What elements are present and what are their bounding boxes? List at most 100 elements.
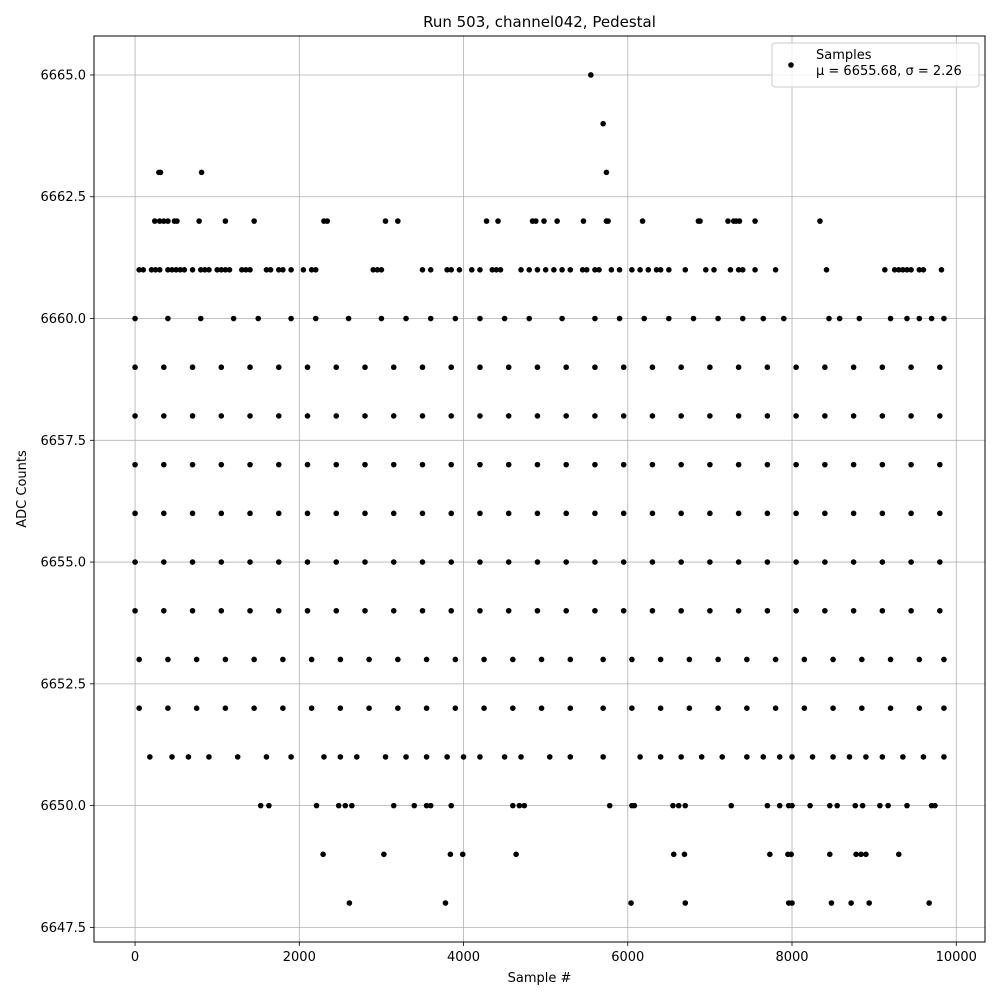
data-point (776, 754, 783, 760)
data-point (267, 267, 274, 273)
data-point (477, 754, 483, 760)
data-point (390, 510, 397, 517)
x-tick-label: 2000 (283, 950, 316, 965)
data-point (788, 851, 794, 858)
data-point (333, 364, 340, 371)
y-tick-label: 6647.5 (41, 921, 87, 936)
data-point (675, 802, 682, 809)
data-point (370, 267, 377, 273)
data-point (495, 218, 501, 224)
data-point (620, 510, 627, 517)
data-point (218, 559, 225, 565)
data-point (793, 364, 799, 371)
data-point (403, 754, 409, 760)
data-point (719, 754, 726, 760)
data-point (789, 802, 795, 809)
data-point (735, 559, 742, 565)
data-point (505, 413, 512, 419)
data-point (189, 461, 196, 468)
data-point (879, 413, 886, 419)
data-point (313, 802, 320, 809)
data-point (534, 413, 541, 419)
data-point (333, 607, 340, 614)
data-point (468, 267, 475, 273)
data-point (247, 559, 253, 565)
data-point (859, 802, 866, 809)
data-point (670, 802, 676, 809)
data-point (419, 413, 426, 419)
data-point (764, 559, 771, 565)
data-point (308, 267, 315, 273)
x-axis-ticks: 0 2000 4000 6000 8000 10000 (131, 942, 977, 965)
data-point (510, 802, 516, 809)
data-point (477, 364, 483, 371)
data-point (776, 802, 783, 809)
data-point (374, 267, 381, 273)
data-point (161, 413, 167, 419)
x-axis-label: Sample # (508, 971, 572, 986)
data-point (600, 705, 606, 711)
data-point (882, 267, 888, 273)
data-point (196, 218, 202, 224)
data-point (937, 607, 943, 614)
data-point (563, 413, 569, 419)
data-point (132, 315, 138, 322)
data-point (764, 364, 771, 371)
data-point (381, 851, 387, 858)
data-point (859, 656, 865, 663)
data-point (448, 364, 455, 371)
data-point (526, 267, 533, 273)
data-point (926, 900, 932, 906)
data-point (263, 754, 270, 760)
data-point (222, 267, 229, 273)
data-point (879, 559, 886, 565)
data-point (848, 900, 854, 906)
data-point (697, 218, 703, 224)
data-point (735, 267, 742, 273)
data-point (366, 656, 372, 663)
data-point (801, 656, 808, 663)
data-point (592, 364, 598, 371)
data-point (132, 413, 138, 419)
data-point (596, 267, 602, 273)
data-point (312, 267, 319, 273)
data-point (481, 656, 487, 663)
data-point (908, 267, 914, 273)
legend-stats: μ = 6655.68, σ = 2.26 (816, 64, 962, 79)
data-point (423, 656, 430, 663)
data-point (497, 267, 504, 273)
data-point (161, 559, 167, 565)
data-point (629, 267, 635, 273)
data-point (678, 510, 684, 517)
data-point (169, 267, 175, 273)
data-point (362, 510, 368, 517)
data-point (681, 851, 688, 858)
data-point (239, 267, 245, 273)
data-point (174, 218, 180, 224)
data-point (629, 656, 635, 663)
data-point (836, 315, 843, 322)
data-point (452, 656, 459, 663)
data-point (423, 754, 430, 760)
data-point (304, 413, 311, 419)
data-point (620, 559, 627, 565)
data-point (600, 120, 606, 127)
data-point (760, 315, 767, 322)
data-point (631, 802, 638, 809)
data-point (941, 754, 947, 760)
data-point (247, 267, 253, 273)
data-point (711, 267, 717, 273)
data-point (908, 510, 914, 517)
data-point (702, 267, 709, 273)
data-point (308, 656, 315, 663)
data-point (132, 364, 138, 371)
x-tick-label: 10000 (936, 950, 977, 965)
data-point (887, 705, 894, 711)
data-point (505, 559, 512, 565)
data-point (830, 656, 836, 663)
data-point (230, 315, 237, 322)
data-point (161, 510, 167, 517)
data-point (501, 315, 508, 322)
data-point (916, 656, 923, 663)
